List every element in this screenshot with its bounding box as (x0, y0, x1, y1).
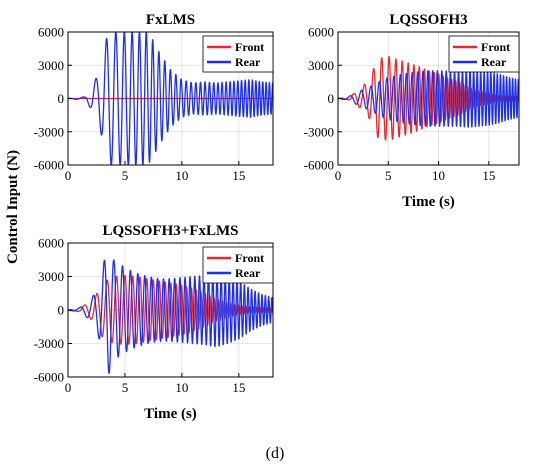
panel-title: LQSSOFH3+FxLMS (102, 223, 238, 239)
panel-lqssofh3: 0 5 10 15 -6000 -3000 0 3000 6000 LQSSOFH3 Time (s… (304, 12, 520, 210)
legend-box (448, 35, 520, 73)
y-tick-label: -3000 (34, 124, 64, 139)
panel-title: LQSSOFH3 (389, 12, 467, 28)
x-tick-label: 5 (122, 168, 129, 183)
y-tick-label: 3000 (38, 58, 64, 73)
legend-box (202, 246, 274, 284)
series-group (338, 56, 519, 141)
series-group (68, 259, 273, 375)
x-tick-label: 0 (65, 168, 72, 183)
x-tick-label: 15 (232, 168, 245, 183)
y-tick-label: 6000 (308, 25, 334, 40)
x-axis-label: Time (s) (144, 406, 197, 422)
legend-label-front: Front (481, 40, 510, 54)
y-tick-label: 3000 (308, 58, 334, 73)
y-tick-label: -6000 (34, 370, 64, 385)
y-tick-label: 3000 (38, 269, 64, 284)
x-tick-label: 15 (232, 380, 245, 395)
x-axis-label: Time (s) (402, 194, 455, 210)
series-line-rear (338, 69, 519, 128)
x-tick-label: 5 (122, 380, 129, 395)
x-tick-label: 5 (385, 168, 392, 183)
y-tick-label: 0 (58, 303, 65, 318)
panel-title: FxLMS (146, 12, 195, 28)
series-line-rear (68, 32, 273, 165)
x-tick-label: 0 (335, 168, 342, 183)
series-line-front (68, 274, 273, 345)
legend-box (202, 35, 274, 73)
shared-y-axis-label: Control Input (N) (5, 150, 21, 264)
legend-label-rear: Rear (481, 55, 507, 69)
panel-lqssofh3-fxlms: 0 5 10 15 -6000 -3000 0 3000 6000 LQSSOFH3+FxLMS T… (34, 223, 274, 422)
y-tick-label: 0 (58, 91, 65, 106)
y-tick-label: -3000 (34, 336, 64, 351)
legend-label-rear: Rear (235, 55, 261, 69)
y-tick-label: -6000 (34, 158, 64, 173)
y-tick-label: 6000 (38, 25, 64, 40)
x-tick-label: 0 (65, 380, 72, 395)
y-tick-label: 6000 (38, 236, 64, 251)
series-line-rear (68, 259, 273, 375)
x-tick-label: 15 (482, 168, 495, 183)
x-tick-label: 10 (432, 168, 445, 183)
x-tick-label: 10 (175, 168, 188, 183)
x-tick-label: 10 (175, 380, 188, 395)
figure-caption: (d) (266, 445, 285, 462)
legend-label-front: Front (235, 251, 264, 265)
legend-label-rear: Rear (235, 266, 261, 280)
y-tick-label: -3000 (304, 124, 334, 139)
legend-label-front: Front (235, 40, 264, 54)
y-tick-label: -6000 (304, 158, 334, 173)
series-group (68, 32, 273, 165)
y-tick-label: 0 (328, 91, 335, 106)
